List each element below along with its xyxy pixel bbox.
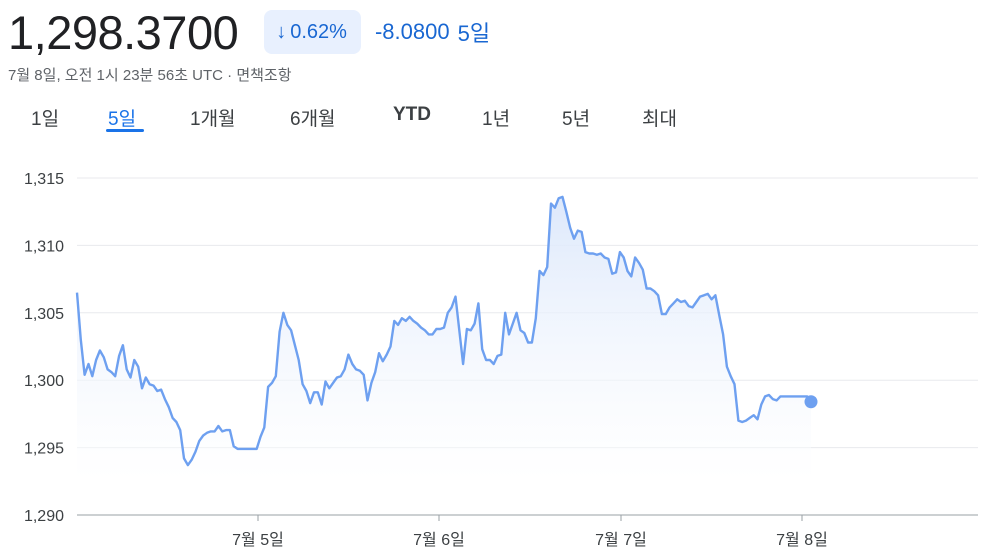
- x-tick-label: 7월 8일: [776, 531, 828, 549]
- y-tick-label: 1,295: [24, 441, 64, 458]
- absolute-change-value: -8.0800: [374, 19, 450, 44]
- change-period: 5일: [457, 21, 491, 46]
- price-area-fill: [77, 196, 811, 482]
- percent-change-badge: ↓ 0.62%: [264, 10, 361, 54]
- y-tick-label: 1,305: [24, 306, 64, 323]
- timestamp-disclaimer: 7월 8일, 오전 1시 23분 56초 UTC · 면책조항: [8, 67, 292, 84]
- last-price-marker: [804, 395, 818, 409]
- tab-5y[interactable]: 5년: [562, 109, 591, 130]
- range-tabs: 1일 5일 1개월 6개월 YTD 1년 5년 최대: [0, 100, 981, 136]
- current-price: 1,298.3700: [8, 5, 239, 59]
- x-tick-label: 7월 7일: [595, 531, 647, 549]
- tab-6m[interactable]: 6개월: [290, 109, 336, 130]
- percent-change-value: 0.62%: [290, 20, 347, 43]
- x-tick-label: 7월 6일: [413, 531, 465, 549]
- x-tick-label: 7월 5일: [232, 531, 284, 549]
- y-tick-label: 1,310: [24, 238, 64, 255]
- active-tab-indicator: [106, 129, 144, 132]
- tab-ytd[interactable]: YTD: [393, 104, 431, 125]
- y-tick-label: 1,290: [24, 508, 64, 525]
- tab-max[interactable]: 최대: [642, 109, 677, 130]
- price-header: 1,298.3700 ↓ 0.62% -8.0800 5일: [8, 2, 490, 62]
- price-chart[interactable]: 1,315 1,310 1,305 1,300 1,295 1,290 7월 5일 7월 6…: [0, 150, 981, 550]
- tab-5d[interactable]: 5일: [108, 109, 137, 130]
- arrow-down-icon: ↓: [276, 20, 287, 43]
- tab-1y[interactable]: 1년: [482, 109, 511, 130]
- tab-1m[interactable]: 1개월: [190, 109, 236, 130]
- tab-1d[interactable]: 1일: [31, 109, 60, 130]
- y-tick-label: 1,315: [24, 171, 64, 188]
- price-series-line: [75, 195, 812, 467]
- y-tick-label: 1,300: [24, 373, 64, 390]
- absolute-change: -8.0800 5일: [375, 16, 490, 48]
